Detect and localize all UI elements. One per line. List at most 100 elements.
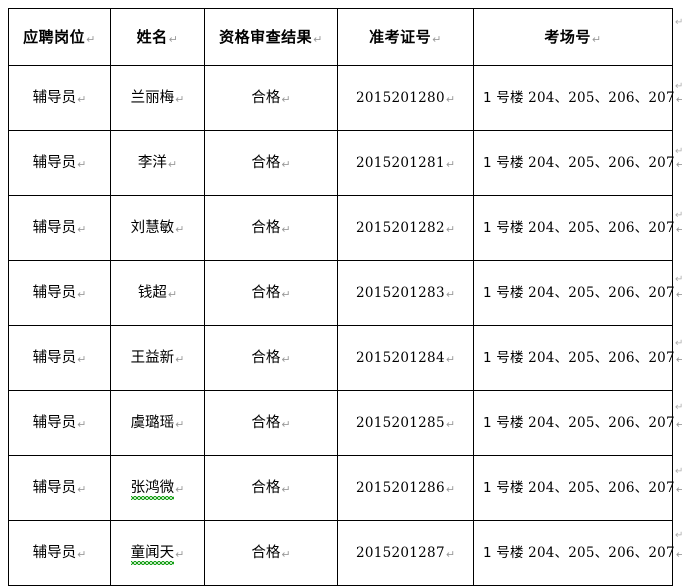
margin-paragraph-mark: ↵ bbox=[675, 274, 682, 285]
cell-ticket-text: 2015201287 bbox=[355, 545, 445, 561]
paragraph-mark-icon: ↵ bbox=[281, 352, 291, 366]
room-text-group: 1 号楼 204、205、206、207 bbox=[483, 546, 675, 561]
cell-result: 合格↵ bbox=[204, 65, 338, 131]
cell-post-text: 辅导员 bbox=[32, 349, 77, 366]
cell-result: 合格↵ bbox=[204, 390, 338, 456]
paragraph-mark-icon: ↵ bbox=[175, 417, 185, 431]
name-text: 刘慧敏 bbox=[130, 219, 175, 236]
name-text-spellchecked: 张鸿微 bbox=[130, 479, 175, 501]
room-building-label: 1 号楼 bbox=[483, 415, 529, 431]
cell-post: 辅导员↵ bbox=[8, 65, 111, 131]
cell-result: 合格↵ bbox=[204, 455, 338, 521]
table-row: 辅导员↵ 李洋↵ 合格↵ 2015201281↵ 1 号楼 204、205、206、20… bbox=[8, 130, 682, 196]
name-text: 虞璐瑶 bbox=[130, 414, 175, 431]
room-number-list: 204、205、206、207 bbox=[528, 480, 675, 496]
margin-paragraph-mark: ↵ bbox=[675, 17, 682, 28]
cell-result-text: 合格 bbox=[251, 479, 281, 496]
room-number-list: 204、205、206、207 bbox=[528, 285, 675, 301]
paragraph-mark-icon: ↵ bbox=[86, 33, 96, 46]
cell-name: 钱超↵ bbox=[110, 260, 205, 326]
name-text: 兰丽梅 bbox=[130, 89, 175, 106]
cell-post-text: 辅导员 bbox=[32, 544, 77, 561]
cell-post-text: 辅导员 bbox=[32, 284, 77, 301]
paragraph-mark-icon: ↵ bbox=[281, 482, 291, 496]
cell-result: 合格↵ bbox=[204, 195, 338, 261]
cell-ticket: 2015201287↵ bbox=[337, 520, 474, 586]
paragraph-mark-icon: ↵ bbox=[445, 353, 456, 366]
room-number-list: 204、205、206、207 bbox=[528, 415, 675, 431]
paragraph-mark-icon: ↵ bbox=[175, 92, 185, 106]
cell-result-text: 合格 bbox=[251, 349, 281, 366]
cell-room: 1 号楼 204、205、206、207↵ bbox=[473, 390, 682, 456]
paragraph-mark-icon: ↵ bbox=[445, 548, 456, 561]
room-text-group: 1 号楼 204、205、206、207 bbox=[483, 416, 675, 431]
table-row: 辅导员↵ 虞璐瑶↵ 合格↵ 2015201285↵ 1 号楼 204、205、206、2… bbox=[8, 390, 682, 456]
cell-ticket: 2015201281↵ bbox=[337, 130, 474, 196]
paragraph-mark-icon: ↵ bbox=[175, 222, 185, 236]
room-number-list: 204、205、206、207 bbox=[528, 90, 675, 106]
table-row: 辅导员↵ 刘慧敏↵ 合格↵ 2015201282↵ 1 号楼 204、205、206、2… bbox=[8, 195, 682, 261]
cell-post: 辅导员↵ bbox=[8, 195, 111, 261]
cell-ticket-text: 2015201284 bbox=[355, 350, 445, 366]
paragraph-mark-icon: ↵ bbox=[168, 33, 179, 46]
room-text-group: 1 号楼 204、205、206、207 bbox=[483, 351, 675, 366]
cell-result-text: 合格 bbox=[251, 154, 281, 171]
paragraph-mark-icon: ↵ bbox=[313, 33, 323, 46]
paragraph-mark-icon: ↵ bbox=[281, 157, 291, 171]
room-text-group: 1 号楼 204、205、206、207 bbox=[483, 91, 675, 106]
cell-ticket: 2015201282↵ bbox=[337, 195, 474, 261]
cell-name: 王益新↵ bbox=[110, 325, 205, 391]
cell-result-text: 合格 bbox=[251, 414, 281, 431]
name-text: 李洋 bbox=[137, 154, 167, 171]
cell-room: 1 号楼 204、205、206、207↵ bbox=[473, 195, 682, 261]
room-number-list: 204、205、206、207 bbox=[528, 350, 675, 366]
paragraph-mark-icon: ↵ bbox=[675, 93, 682, 106]
paragraph-mark-icon: ↵ bbox=[675, 548, 682, 561]
paragraph-mark-icon: ↵ bbox=[77, 417, 87, 431]
cell-room: 1 号楼 204、205、206、207↵ bbox=[473, 130, 682, 196]
cell-result: 合格↵ bbox=[204, 325, 338, 391]
room-building-label: 1 号楼 bbox=[483, 155, 529, 171]
cell-result: 合格↵ bbox=[204, 260, 338, 326]
paragraph-mark-icon: ↵ bbox=[281, 287, 291, 301]
cell-ticket-text: 2015201281 bbox=[355, 155, 445, 171]
cell-post: 辅导员↵ bbox=[8, 130, 111, 196]
cell-result-text: 合格 bbox=[251, 284, 281, 301]
margin-paragraph-mark: ↵ bbox=[675, 466, 682, 477]
room-building-label: 1 号楼 bbox=[483, 350, 529, 366]
name-text: 钱超 bbox=[137, 284, 167, 301]
cell-result: 合格↵ bbox=[204, 130, 338, 196]
name-text-spellchecked: 童闻天 bbox=[130, 544, 175, 566]
paragraph-mark-icon: ↵ bbox=[77, 157, 87, 171]
cell-ticket-text: 2015201280 bbox=[355, 90, 445, 106]
cell-post-text: 辅导员 bbox=[32, 89, 77, 106]
room-number-list: 204、205、206、207 bbox=[528, 545, 675, 561]
cell-room: 1 号楼 204、205、206、207↵ bbox=[473, 520, 682, 586]
cell-ticket: 2015201280↵ bbox=[337, 65, 474, 131]
paragraph-mark-icon: ↵ bbox=[432, 33, 442, 46]
table-header: 应聘岗位↵ 姓名↵ 资格审查结果↵ 准考证号↵ 考场号↵ bbox=[8, 8, 673, 66]
cell-ticket-text: 2015201285 bbox=[355, 415, 445, 431]
room-text-group: 1 号楼 204、205、206、207 bbox=[483, 481, 675, 496]
cell-post: 辅导员↵ bbox=[8, 455, 111, 521]
paragraph-mark-icon: ↵ bbox=[675, 158, 682, 171]
paragraph-mark-icon: ↵ bbox=[167, 157, 178, 171]
cell-ticket: 2015201286↵ bbox=[337, 455, 474, 521]
room-text-group: 1 号楼 204、205、206、207 bbox=[483, 221, 675, 236]
cell-post: 辅导员↵ bbox=[8, 520, 111, 586]
column-header-result: 资格审查结果↵ bbox=[204, 8, 338, 66]
paragraph-mark-icon: ↵ bbox=[77, 92, 87, 106]
cell-name: 李洋↵ bbox=[110, 130, 205, 196]
paragraph-mark-icon: ↵ bbox=[675, 353, 682, 366]
table-row: 辅导员↵ 张鸿微↵ 合格↵ 2015201286↵ 1 号楼 204、205、206、2… bbox=[8, 455, 682, 521]
paragraph-mark-icon: ↵ bbox=[281, 222, 291, 236]
table-row: 辅导员↵ 兰丽梅↵ 合格↵ 2015201280↵ 1 号楼 204、205、206、2… bbox=[8, 65, 682, 131]
paragraph-mark-icon: ↵ bbox=[675, 418, 682, 431]
cell-post-text: 辅导员 bbox=[32, 479, 77, 496]
cell-post-text: 辅导员 bbox=[32, 154, 77, 171]
cell-post: 辅导员↵ bbox=[8, 390, 111, 456]
cell-ticket: 2015201285↵ bbox=[337, 390, 474, 456]
cell-ticket: 2015201284↵ bbox=[337, 325, 474, 391]
paragraph-mark-icon: ↵ bbox=[77, 352, 87, 366]
room-building-label: 1 号楼 bbox=[483, 480, 529, 496]
